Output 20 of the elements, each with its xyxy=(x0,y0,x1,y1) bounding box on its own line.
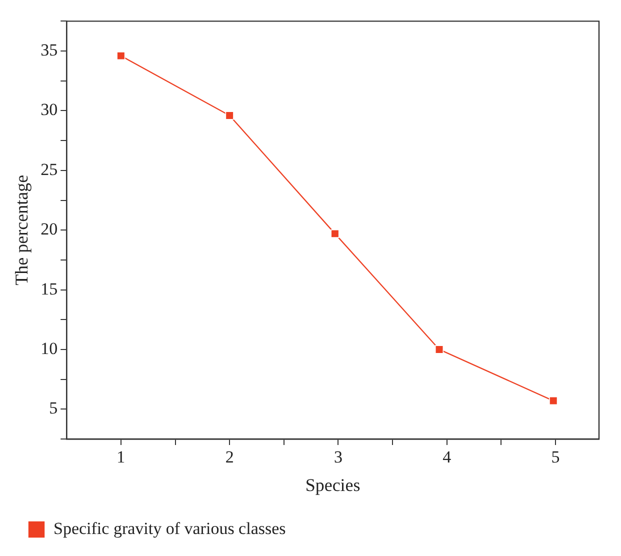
point xyxy=(330,229,340,238)
legend-label: Specific gravity of various classes xyxy=(54,518,286,538)
x-tick-label: 4 xyxy=(442,448,452,467)
y-tick-label: 35 xyxy=(40,40,58,60)
x-tick-label: 5 xyxy=(551,448,560,467)
x-tick-label: 3 xyxy=(334,448,342,467)
y-tick-label: 15 xyxy=(40,279,58,298)
y-tick-label: 25 xyxy=(40,160,58,179)
x-tick-label: 2 xyxy=(225,448,234,467)
y-tick-label: 5 xyxy=(49,398,58,418)
x-tick-label: 1 xyxy=(116,448,126,467)
y-tick-label: 30 xyxy=(40,100,58,120)
point xyxy=(225,111,234,120)
point xyxy=(434,345,444,354)
y-axis-title: The percentage xyxy=(12,174,32,286)
y-tick-label: 10 xyxy=(40,338,58,358)
x-axis-title: Species xyxy=(305,474,360,495)
point xyxy=(549,396,558,406)
point xyxy=(116,52,126,60)
y-tick-label: 20 xyxy=(40,220,58,239)
